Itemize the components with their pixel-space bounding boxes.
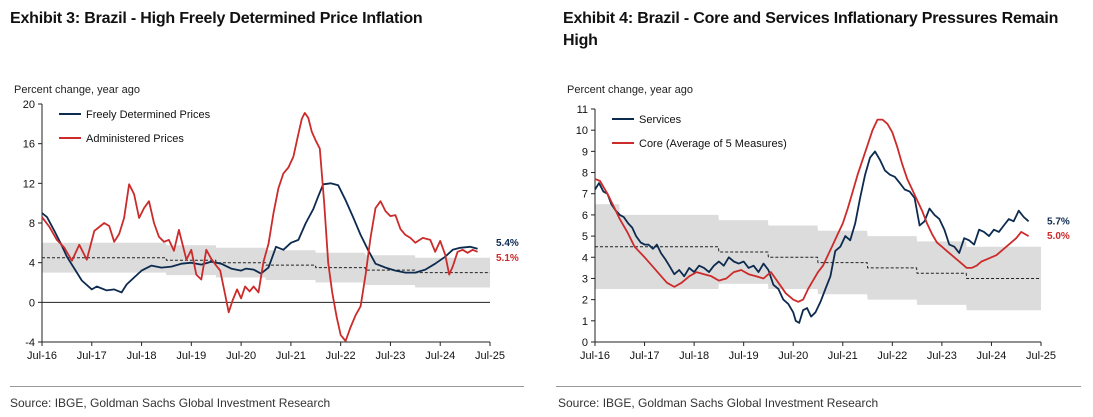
exhibit-4-panel: Exhibit 4: Brazil - Core and Services In…: [553, 0, 1093, 417]
ex4-y-tick-label: 9: [582, 146, 588, 158]
ex4-x-tick-label: Jul-17: [630, 350, 660, 362]
exhibit-3-source: Source: IBGE, Goldman Sachs Global Inves…: [10, 396, 331, 410]
ex3-x-tick-label: Jul-20: [226, 350, 256, 362]
ex3-y-tick-label: 20: [23, 99, 35, 111]
ex4-y-tick-label: 4: [582, 252, 588, 264]
ex4-x-tick-label: Jul-24: [976, 350, 1006, 362]
ex3-end-label: 5.4%: [496, 238, 519, 249]
ex3-y-tick-label: 0: [29, 297, 35, 309]
ex4-y-tick-label: 8: [582, 168, 588, 180]
ex3-series-red-line: [41, 112, 478, 342]
exhibit-3-title: Exhibit 3: Brazil - High Freely Determin…: [10, 10, 423, 27]
exhibit-4-title: Exhibit 4: Brazil - Core and Services In…: [563, 10, 1059, 49]
ex4-x-tick-label: Jul-21: [828, 350, 858, 362]
ex3-legend-label: Administered Prices: [86, 133, 184, 145]
ex4-target-band: [595, 204, 1041, 311]
ex3-y-tick-label: 4: [29, 258, 35, 270]
ex3-x-tick-label: Jul-18: [127, 350, 157, 362]
ex4-y-tick-label: 1: [582, 316, 588, 328]
ex3-legend-label: Freely Determined Prices: [86, 109, 211, 121]
exhibit-3-chart: -4 0 4 8 12 16 20 Jul-16 Jul-17 Jul-18 Jul-19 Jul-2…: [23, 99, 519, 362]
ex3-x-tick-label: Jul-17: [77, 350, 107, 362]
ex4-y-tick-label: 0: [582, 337, 588, 349]
ex4-y-tick-label: 2: [582, 295, 588, 307]
ex4-end-label: 5.0%: [1047, 231, 1070, 242]
ex3-x-tick-label: Jul-22: [326, 350, 356, 362]
ex3-x-tick-label: Jul-19: [176, 350, 206, 362]
ex4-series-red-line: [594, 118, 1030, 303]
ex4-y-tick-label: 5: [582, 231, 588, 243]
ex4-x-tick-label: Jul-19: [729, 350, 759, 362]
exhibit-4-source-rule: [556, 386, 1081, 387]
exhibit-3-units-label: Percent change, year ago: [14, 84, 140, 96]
ex4-legend-label: Services: [639, 114, 682, 126]
exhibit-4-source: Source: IBGE, Goldman Sachs Global Inves…: [558, 396, 879, 410]
ex3-x-tick-label: Jul-24: [425, 350, 455, 362]
ex4-x-tick-label: Jul-25: [1026, 350, 1056, 362]
ex4-x-tick-label: Jul-22: [877, 350, 907, 362]
exhibit-3-panel: Exhibit 3: Brazil - High Freely Determin…: [0, 0, 540, 417]
ex4-target-line: [595, 246, 1041, 279]
ex4-x-tick-label: Jul-23: [927, 350, 957, 362]
ex3-x-tick-label: Jul-25: [475, 350, 505, 362]
ex4-legend-label: Core (Average of 5 Measures): [639, 138, 787, 150]
ex3-end-label: 5.1%: [496, 253, 519, 264]
ex3-y-tick-label: 12: [23, 178, 35, 190]
ex4-x-tick-label: Jul-16: [580, 350, 610, 362]
ex4-y-tick-label: 6: [582, 210, 588, 222]
ex3-target-line: [42, 257, 490, 274]
ex3-x-tick-label: Jul-21: [276, 350, 306, 362]
ex4-end-label: 5.7%: [1047, 216, 1070, 227]
ex4-series-blue-line: [594, 150, 1030, 324]
ex3-y-tick-label: 16: [23, 139, 35, 151]
ex4-x-tick-label: Jul-20: [778, 350, 808, 362]
ex3-x-tick-label: Jul-23: [375, 350, 405, 362]
exhibit-4-units-label: Percent change, year ago: [567, 84, 693, 96]
ex3-y-tick-label: -4: [25, 337, 35, 349]
ex4-x-tick-label: Jul-18: [679, 350, 709, 362]
exhibit-4-chart: 0 1 2 3 4 5 6 7 8 9 10 11 Jul-16 Jul-17 Jul-18 Jul-19 Ju…: [576, 104, 1070, 362]
ex4-y-tick-label: 11: [577, 104, 588, 116]
exhibit-3-source-rule: [10, 386, 524, 387]
ex3-y-tick-label: 8: [29, 218, 35, 230]
ex4-y-tick-label: 7: [582, 189, 588, 201]
ex3-x-tick-label: Jul-16: [27, 350, 57, 362]
ex4-y-tick-label: 10: [576, 125, 588, 137]
ex4-y-tick-label: 3: [582, 273, 588, 285]
